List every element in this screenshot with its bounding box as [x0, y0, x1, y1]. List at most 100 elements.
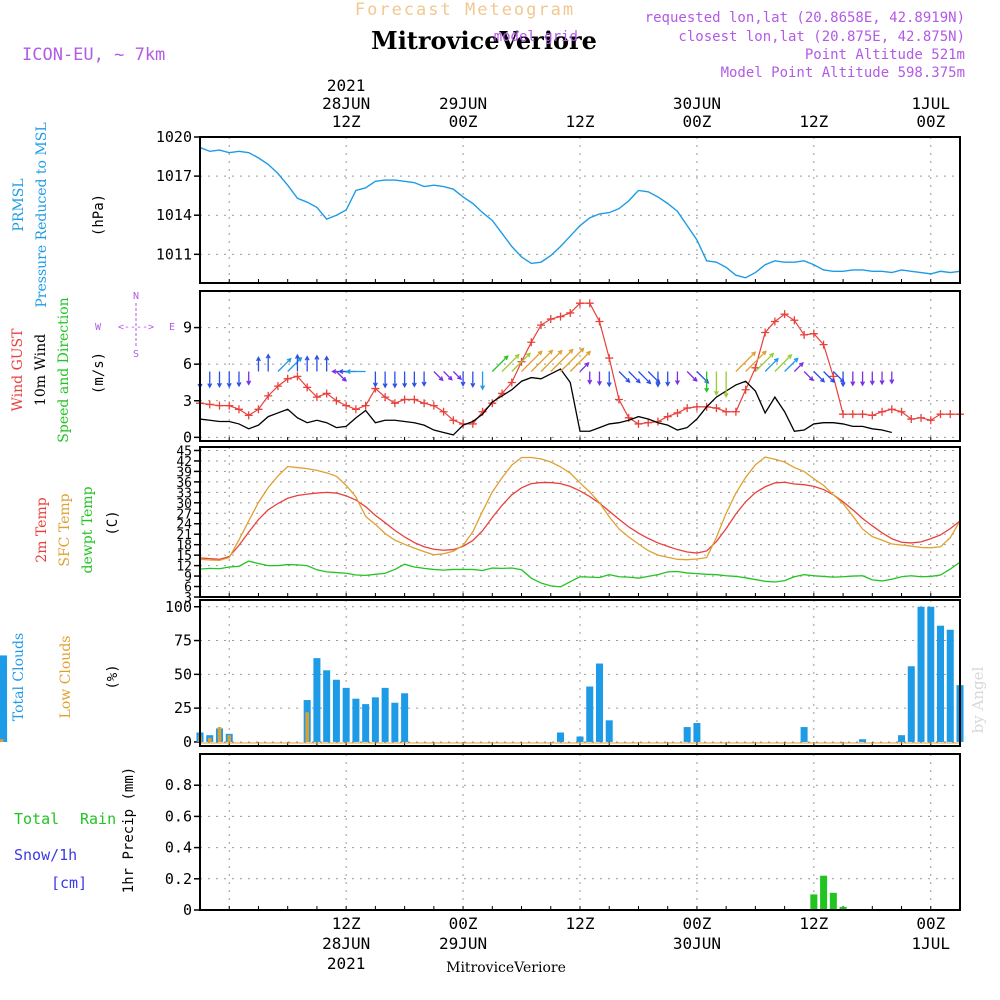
time-label-top: 1JUL	[912, 94, 951, 113]
panel-frame	[199, 753, 961, 911]
time-label-bottom: 12Z	[566, 914, 595, 933]
gust-marker	[332, 396, 341, 405]
gust-marker	[585, 299, 594, 308]
total-cloud-bar	[683, 727, 691, 742]
wind-arrow	[452, 371, 462, 381]
clouds-panel: 0 25 50 75 100	[0, 598, 964, 751]
total-cloud-bar	[576, 736, 584, 742]
gust-marker	[936, 410, 945, 419]
wind-arrow	[277, 357, 292, 372]
precip-labels: Total Rain Snow/1h [cm] 1hr Precip (mm)	[14, 767, 137, 893]
gust-marker	[556, 312, 565, 321]
gust-marker	[488, 399, 497, 408]
time-label-top: 00Z	[682, 112, 711, 131]
wind-arrow	[335, 371, 347, 382]
gust-marker	[381, 393, 390, 402]
y-tick-label: 45	[176, 444, 192, 459]
total-cloud-bar	[352, 698, 360, 742]
gust-marker	[390, 399, 399, 408]
y-tick-label: 0	[183, 428, 192, 446]
wind-arrow	[823, 371, 836, 383]
gust-marker	[897, 407, 906, 416]
panel-frame	[199, 446, 961, 598]
total-cloud-bar	[595, 663, 603, 742]
t2m-label: 2m Temp	[34, 497, 50, 562]
wind-arrow	[784, 357, 799, 372]
wind-arrow	[294, 353, 300, 372]
dewpt-line	[199, 560, 961, 588]
closest-coords: closest lon,lat (20.875E, 42.875N)	[678, 29, 965, 45]
gust-marker	[780, 310, 789, 319]
y-tick-label: 1017	[156, 167, 192, 185]
time-label-top: 30JUN	[673, 94, 721, 113]
gust-marker	[878, 407, 887, 416]
total-cloud-bar	[371, 697, 379, 742]
wind-arrow	[606, 371, 612, 388]
y-tick-label: 15	[176, 549, 192, 564]
time-label-bottom: 12Z	[799, 914, 828, 933]
panel-frame	[199, 136, 961, 284]
wind-arrow	[314, 354, 320, 372]
time-label-bottom: 00Z	[682, 914, 711, 933]
gust-marker	[819, 340, 828, 349]
temp-unit: (C)	[105, 510, 121, 535]
pressure-line	[199, 146, 961, 279]
wind-arrow	[324, 355, 330, 372]
total-cloud-bar	[693, 723, 701, 742]
wind-arrow	[840, 371, 846, 388]
gust-marker	[527, 338, 536, 347]
panel-frame	[199, 290, 961, 442]
y-tick-label: 50	[174, 665, 192, 683]
watermark: by Angel	[969, 666, 987, 733]
wind-labels: Wind GUST 10m Wind Speed and Direction (…	[10, 291, 175, 443]
wind-arrow	[540, 349, 563, 372]
gust-marker	[264, 391, 273, 400]
total-cloud-bar	[586, 686, 594, 742]
wind-arrow	[511, 352, 531, 372]
y-tick-label: 18	[176, 539, 192, 554]
time-label-top: 12Z	[332, 112, 361, 131]
pressure-unit: (hPa)	[91, 194, 107, 236]
gust-marker	[312, 393, 321, 402]
total-cloud-bar	[313, 658, 321, 742]
gust-marker	[254, 405, 263, 414]
gust-marker	[722, 407, 731, 416]
y-tick-label: 1011	[156, 245, 192, 263]
wind-arrow	[793, 362, 804, 372]
wind-arrow	[402, 371, 408, 389]
clouds-labels: Total Clouds Low Clouds (%)	[11, 633, 121, 721]
gust-marker	[712, 404, 721, 413]
sfc-line	[199, 456, 961, 562]
wind-arrow	[216, 371, 222, 389]
wind-arrow	[304, 355, 310, 372]
gust-marker	[946, 410, 955, 419]
snow-label: Snow/1h	[14, 846, 77, 864]
wind-arrow	[530, 349, 554, 372]
gust-marker	[595, 317, 604, 326]
y-tick-label: 0	[183, 733, 192, 751]
wind-arrow	[674, 371, 680, 386]
gust-marker	[576, 299, 584, 308]
model-grid-label: model grid	[494, 29, 578, 45]
model-label: ICON-EU, ~ 7km	[22, 45, 165, 65]
low-cloud-bar	[0, 739, 4, 742]
gust-marker	[605, 354, 614, 363]
y-tick-label: 3	[183, 392, 192, 410]
wind-arrow	[207, 371, 213, 389]
wind-arrow	[850, 371, 856, 387]
gust-marker	[839, 410, 848, 419]
low-cloud-bar	[305, 712, 309, 742]
total-cloud-bar	[342, 687, 350, 742]
rain-label: Rain	[80, 810, 116, 828]
time-label-bottom: 00Z	[449, 914, 478, 933]
wind-arrow	[754, 352, 775, 372]
pressure-labels: PRMSL Pressure Reduced to MSL (hPa)	[11, 122, 107, 307]
wind-arrow	[628, 371, 641, 384]
model-altitude: Model Point Altitude 598.375m	[721, 65, 965, 81]
gust-marker	[566, 308, 575, 317]
wind-arrow	[382, 371, 388, 389]
gust-marker	[692, 402, 701, 411]
time-label-bottom: 12Z	[332, 914, 361, 933]
